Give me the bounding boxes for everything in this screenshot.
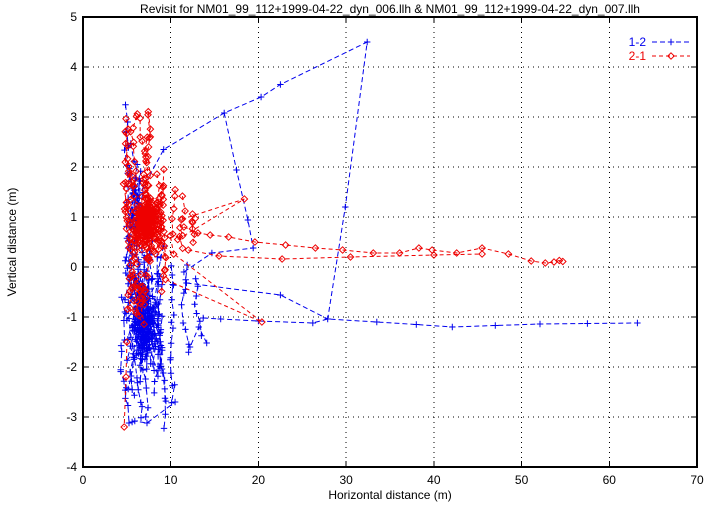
series-1-2	[117, 38, 641, 432]
x-tick-label: 30	[339, 473, 353, 487]
grid	[83, 17, 697, 467]
x-tick-label: 10	[164, 473, 178, 487]
plot-border	[82, 16, 698, 468]
x-tick-label: 50	[515, 473, 529, 487]
y-tick-label: 0	[70, 260, 77, 274]
diamond-markers-2-1	[119, 107, 567, 431]
y-tick-label: 3	[70, 110, 77, 124]
y-tick-label: 1	[70, 210, 77, 224]
x-tick-label: 20	[252, 473, 266, 487]
series-line-2-1	[122, 111, 563, 428]
legend-sample-diamond-icon	[667, 52, 675, 60]
y-tick-label: 2	[70, 160, 77, 174]
y-tick-label: 4	[70, 60, 77, 74]
legend-label-1-2: 1-2	[629, 35, 647, 49]
x-axis-label: Horizontal distance (m)	[328, 488, 452, 502]
legend: 1-22-1	[629, 35, 690, 63]
tick-labels: 0 10 20 30 40 50 60 70 -4 -3 -2 -1 0 1 2 3 4 5	[66, 10, 704, 487]
y-tick-label: 5	[70, 10, 77, 24]
legend-label-2-1: 2-1	[629, 49, 647, 63]
x-tick-label: 60	[603, 473, 617, 487]
y-tick-label: -3	[66, 410, 77, 424]
plus-markers-1-2	[117, 38, 641, 432]
chart-title: Revisit for NM01_99_112+1999-04-22_dyn_0…	[140, 2, 640, 16]
x-tick-label: 40	[427, 473, 441, 487]
y-tick-label: -2	[66, 360, 77, 374]
axis-ticks	[82, 16, 698, 468]
y-tick-label: -4	[66, 460, 77, 474]
series-2-1	[119, 107, 567, 431]
y-tick-label: -1	[66, 310, 77, 324]
x-tick-label: 0	[80, 473, 87, 487]
x-tick-label: 70	[690, 473, 704, 487]
legend-sample-plus-icon	[667, 38, 675, 46]
